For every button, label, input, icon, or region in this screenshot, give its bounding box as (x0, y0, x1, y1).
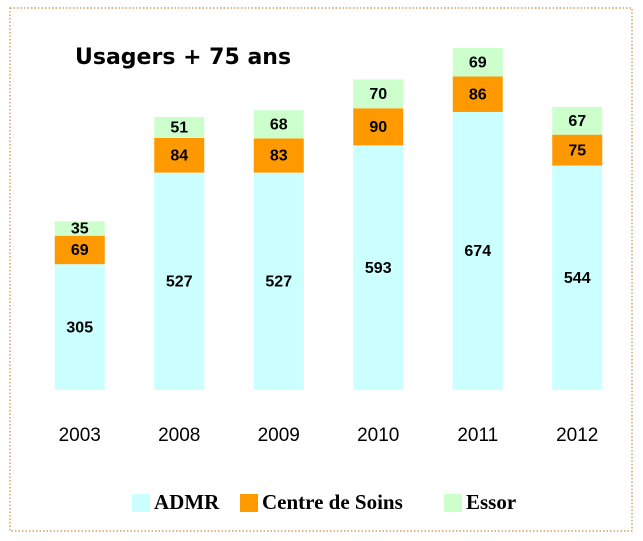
chart-border (9, 7, 633, 532)
x-tick-label: 2012 (556, 425, 598, 446)
bar-segment (154, 172, 205, 390)
data-label: 83 (270, 148, 288, 165)
data-label: 527 (166, 274, 193, 291)
bar-segment (452, 111, 503, 390)
chart-title: Usagers + 75 ans (75, 45, 291, 70)
legend-label: Centre de Soins (262, 490, 403, 514)
bar-segment (253, 138, 304, 173)
data-label: 90 (369, 119, 387, 136)
data-label: 527 (265, 274, 292, 291)
data-label: 70 (369, 86, 387, 103)
legend-swatch (444, 494, 462, 512)
bar-segment (552, 107, 603, 135)
bar-segment (552, 134, 603, 166)
bar-segment (552, 165, 603, 390)
legend-label: ADMR (154, 490, 220, 514)
data-label: 544 (564, 270, 591, 287)
data-label: 86 (469, 86, 487, 103)
bar-segment (353, 108, 404, 146)
bar-segment (253, 172, 304, 390)
data-label: 69 (469, 54, 487, 71)
bar-segment (353, 79, 404, 109)
data-label: 84 (170, 148, 188, 165)
data-label: 67 (568, 113, 586, 130)
data-label: 68 (270, 117, 288, 134)
x-tick-label: 2003 (59, 425, 101, 446)
bar-segment (452, 76, 503, 112)
bar-segment (154, 137, 205, 173)
bar-segment (452, 48, 503, 77)
data-label: 69 (71, 242, 89, 259)
x-tick-label: 2010 (357, 425, 399, 446)
data-label: 305 (66, 319, 93, 336)
x-tick-label: 2011 (457, 425, 498, 446)
data-label: 593 (365, 260, 392, 277)
bar-segment (353, 145, 404, 390)
legend-swatch (132, 494, 150, 512)
legend-swatch (240, 494, 258, 512)
data-label: 51 (170, 120, 188, 137)
data-label: 75 (568, 142, 586, 159)
data-label: 35 (71, 221, 89, 238)
data-label: 674 (464, 243, 491, 260)
x-tick-label: 2009 (258, 425, 300, 446)
bar-segment (54, 235, 105, 265)
bar-segment (253, 110, 304, 139)
bar-segment (54, 264, 105, 390)
x-tick-label: 2008 (158, 425, 200, 446)
bar-segment (54, 221, 105, 236)
bar-segment (154, 116, 205, 138)
legend-label: Essor (466, 490, 516, 514)
